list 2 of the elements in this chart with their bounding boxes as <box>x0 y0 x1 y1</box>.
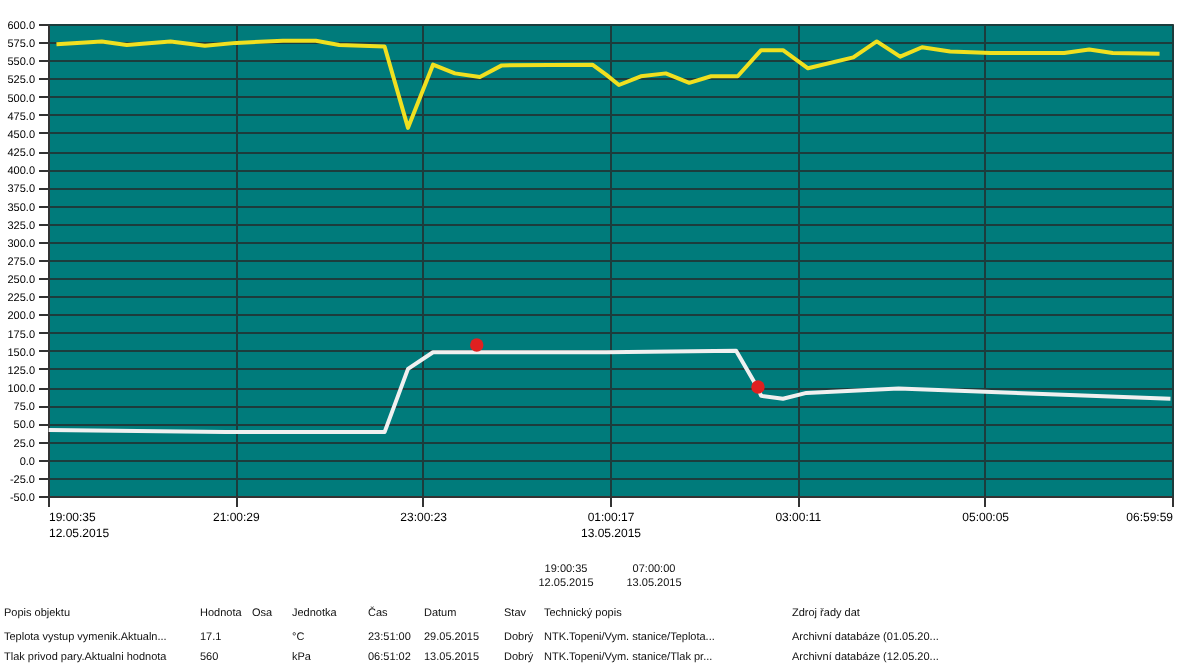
line-series <box>54 38 1162 130</box>
line-series <box>46 348 1173 435</box>
